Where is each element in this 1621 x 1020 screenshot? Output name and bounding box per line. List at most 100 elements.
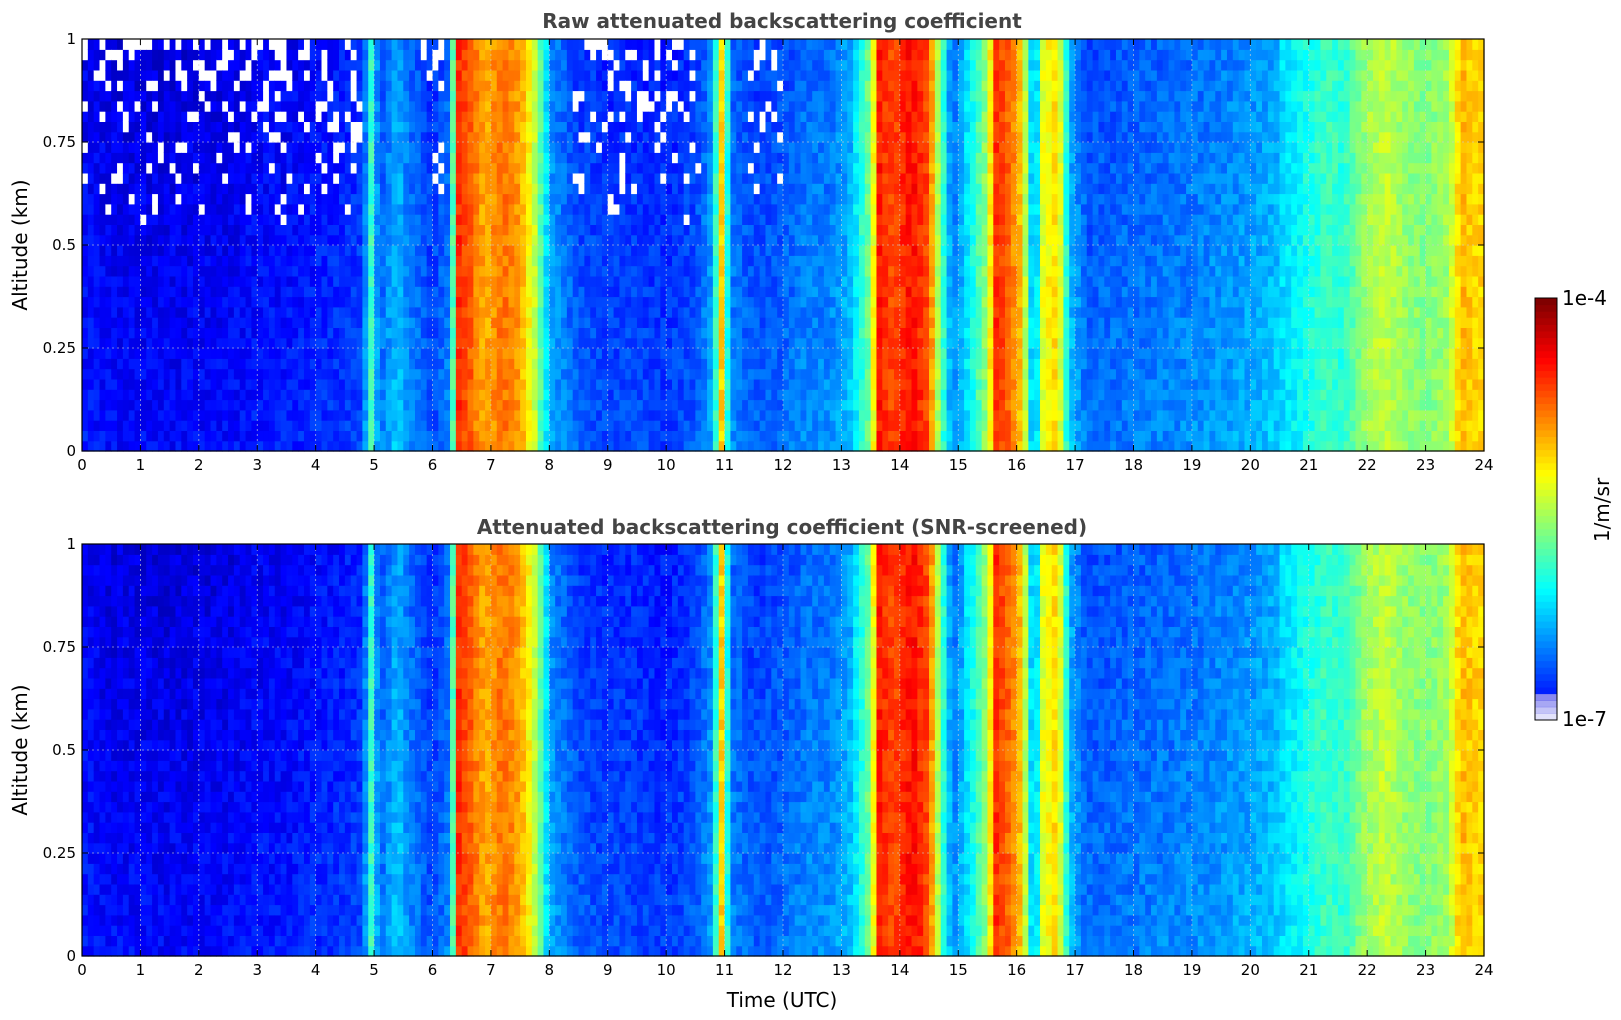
heatmap-cell — [485, 358, 492, 370]
heatmap-cell — [508, 152, 515, 164]
heatmap-cell — [368, 172, 375, 184]
heatmap-cell — [245, 327, 253, 339]
heatmap-cell — [379, 306, 387, 318]
heatmap-cell — [280, 348, 288, 359]
heatmap-cell — [596, 234, 603, 246]
heatmap-cell — [409, 389, 416, 401]
heatmap-cell — [467, 378, 474, 390]
heatmap-cell — [666, 255, 673, 267]
heatmap-cell — [344, 389, 352, 401]
heatmap-cell — [683, 317, 691, 328]
heatmap-cell — [707, 409, 714, 421]
heatmap-cell — [333, 327, 340, 339]
heatmap-cell — [198, 420, 206, 431]
heatmap-cell — [187, 142, 194, 153]
heatmap-cell — [228, 203, 235, 215]
heatmap-cell — [712, 152, 720, 164]
heatmap-cell — [128, 69, 136, 81]
heatmap-cell — [508, 286, 515, 298]
heatmap-cell — [362, 121, 369, 133]
heatmap-cell — [777, 265, 784, 277]
heatmap-cell — [695, 100, 702, 112]
heatmap-cell — [555, 80, 562, 92]
heatmap-cell — [368, 131, 375, 143]
heatmap-cell — [228, 317, 235, 328]
heatmap-cell — [800, 420, 807, 431]
heatmap-cell — [414, 327, 422, 339]
heatmap-cell — [216, 389, 223, 401]
heatmap-cell — [432, 162, 439, 174]
heatmap-cell — [636, 399, 644, 411]
heatmap-cell — [759, 337, 767, 349]
heatmap-cell — [327, 172, 334, 184]
heatmap-cell — [228, 399, 235, 411]
heatmap-cell — [403, 286, 410, 298]
heatmap-cell — [520, 162, 527, 174]
heatmap-cell — [485, 389, 492, 401]
heatmap-cell — [619, 59, 626, 71]
heatmap-cell — [619, 49, 626, 61]
heatmap-cell — [245, 409, 253, 421]
heatmap-cell — [736, 430, 743, 442]
heatmap-cell — [584, 49, 591, 61]
heatmap-cell — [525, 296, 533, 308]
heatmap-cell — [531, 358, 539, 370]
heatmap-cell — [724, 399, 732, 411]
heatmap-cell — [111, 265, 118, 277]
heatmap-cell — [508, 234, 515, 246]
heatmap-cell — [502, 224, 510, 236]
heatmap-cell — [82, 152, 89, 164]
heatmap-cell — [157, 224, 165, 236]
heatmap-cell — [444, 69, 451, 81]
heatmap-cell — [93, 234, 101, 246]
heatmap-cell — [461, 327, 469, 339]
heatmap-cell — [783, 399, 790, 411]
heatmap-cell — [718, 337, 726, 349]
heatmap-cell — [666, 430, 673, 442]
heatmap-cell — [356, 430, 363, 442]
heatmap-cell — [724, 224, 732, 236]
heatmap-cell — [736, 90, 743, 102]
heatmap-cell — [636, 152, 644, 164]
heatmap-cell — [601, 255, 609, 267]
heatmap-cell — [414, 39, 422, 50]
heatmap-cell — [339, 224, 346, 236]
heatmap-cell — [268, 49, 276, 61]
heatmap-cell — [134, 203, 142, 215]
heatmap-cell — [584, 327, 591, 339]
heatmap-cell — [128, 172, 136, 184]
heatmap-cell — [712, 317, 720, 328]
heatmap-cell — [712, 337, 720, 349]
heatmap-cell — [561, 80, 568, 92]
heatmap-cell — [683, 49, 691, 61]
heatmap-cell — [257, 234, 264, 246]
heatmap-cell — [765, 234, 772, 246]
heatmap-cell — [82, 255, 89, 267]
heatmap-cell — [525, 440, 533, 452]
heatmap-cell — [520, 337, 527, 349]
heatmap-cell — [309, 152, 317, 164]
heatmap-cell — [794, 172, 802, 184]
heatmap-cell — [701, 224, 708, 236]
heatmap-cell — [683, 368, 691, 380]
heatmap-cell — [87, 327, 95, 339]
heatmap-cell — [187, 265, 194, 277]
heatmap-cell — [222, 327, 229, 339]
heatmap-cell — [525, 111, 533, 122]
heatmap-cell — [140, 234, 147, 246]
heatmap-cell — [800, 183, 807, 195]
heatmap-cell — [753, 224, 761, 236]
heatmap-cell — [467, 90, 474, 102]
heatmap-cell — [718, 183, 726, 195]
heatmap-cell — [689, 214, 696, 225]
heatmap-cell — [438, 90, 445, 102]
heatmap-cell — [82, 317, 89, 328]
heatmap-cell — [701, 49, 708, 61]
heatmap-cell — [350, 348, 358, 359]
heatmap-cell — [514, 409, 521, 421]
heatmap-cell — [806, 121, 813, 133]
heatmap-cell — [105, 399, 112, 411]
heatmap-cell — [321, 142, 328, 153]
heatmap-cell — [216, 265, 223, 277]
heatmap-cell — [368, 49, 375, 61]
